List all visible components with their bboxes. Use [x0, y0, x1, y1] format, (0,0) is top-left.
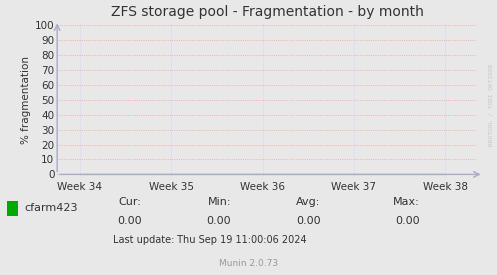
Text: Avg:: Avg:: [296, 197, 321, 207]
Text: Munin 2.0.73: Munin 2.0.73: [219, 259, 278, 268]
Text: Thu Sep 19 11:00:06 2024: Thu Sep 19 11:00:06 2024: [174, 235, 307, 245]
Text: 0.00: 0.00: [296, 216, 321, 226]
Text: 0.00: 0.00: [206, 216, 231, 226]
Text: cfarm423: cfarm423: [24, 203, 78, 213]
Text: RRDTOOL / TOBI OETIKER: RRDTOOL / TOBI OETIKER: [489, 63, 494, 146]
Text: 0.00: 0.00: [117, 216, 142, 226]
Text: Min:: Min:: [208, 197, 231, 207]
Title: ZFS storage pool - Fragmentation - by month: ZFS storage pool - Fragmentation - by mo…: [111, 6, 423, 20]
Text: 0.00: 0.00: [395, 216, 420, 226]
Text: Last update:: Last update:: [113, 235, 174, 245]
Text: Max:: Max:: [393, 197, 420, 207]
Text: Cur:: Cur:: [119, 197, 142, 207]
Y-axis label: % fragmentation: % fragmentation: [20, 56, 31, 144]
